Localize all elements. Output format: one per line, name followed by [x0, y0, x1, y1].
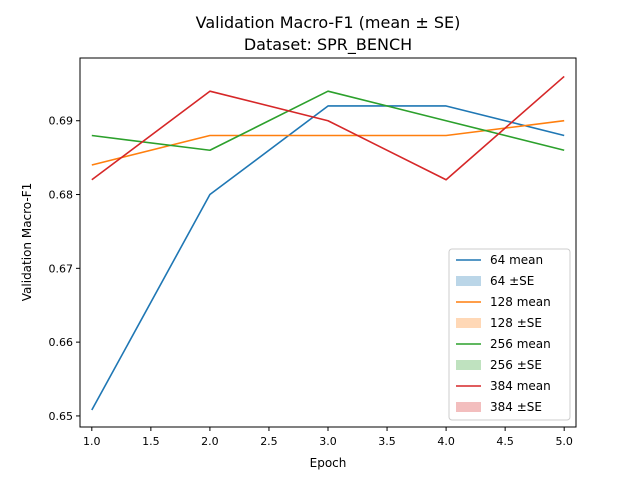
x-tick-label: 3.5	[378, 435, 396, 448]
x-tick-label: 1.0	[83, 435, 101, 448]
series-line-64	[91, 105, 565, 411]
legend-patch-384	[456, 402, 481, 412]
legend-label-256-se: 256 ±SE	[490, 358, 542, 372]
x-tick-label: 4.5	[496, 435, 514, 448]
chart-title-line2: Dataset: SPR_BENCH	[244, 35, 412, 55]
legend-label-128-mean: 128 mean	[490, 295, 551, 309]
y-tick-label: 0.67	[49, 262, 74, 275]
x-tick-label: 1.5	[142, 435, 160, 448]
y-tick-label: 0.66	[49, 336, 74, 349]
legend: 64 mean 64 ±SE 128 mean 128 ±SE 256 mean 256 …	[448, 248, 571, 421]
x-tick-label: 2.0	[201, 435, 219, 448]
y-tick-label: 0.69	[49, 115, 74, 128]
plot-frame	[79, 57, 577, 428]
legend-label-256-mean: 256 mean	[490, 337, 551, 351]
legend-label-64-mean: 64 mean	[490, 253, 543, 267]
legend-patch-128	[456, 318, 481, 328]
x-tick-label: 3.0	[319, 435, 337, 448]
y-axis-ticks: 0.65 0.66 0.67 0.68 0.69	[49, 115, 80, 423]
legend-label-384-se: 384 ±SE	[490, 400, 542, 414]
legend-label-64-se: 64 ±SE	[490, 274, 534, 288]
legend-patch-256	[456, 360, 481, 370]
chart-title-line1: Validation Macro-F1 (mean ± SE)	[196, 13, 461, 32]
x-tick-label: 5.0	[555, 435, 573, 448]
y-tick-label: 0.65	[49, 410, 74, 423]
legend-label-384-mean: 384 mean	[490, 379, 551, 393]
legend-label-128-se: 128 ±SE	[490, 316, 542, 330]
series-line-256	[91, 90, 565, 152]
x-tick-label: 4.0	[437, 435, 455, 448]
series-line-384	[91, 75, 565, 181]
y-axis-label: Validation Macro-F1	[20, 183, 34, 301]
y-tick-label: 0.68	[49, 189, 74, 202]
x-axis-label: Epoch	[310, 456, 347, 470]
legend-box	[448, 248, 571, 421]
x-tick-label: 2.5	[260, 435, 278, 448]
legend-patch-64	[456, 276, 481, 286]
series-lines	[91, 75, 565, 411]
x-axis-ticks: 1.0 1.5 2.0 2.5 3.0 3.5 4.0 4.5 5.0	[83, 427, 573, 448]
